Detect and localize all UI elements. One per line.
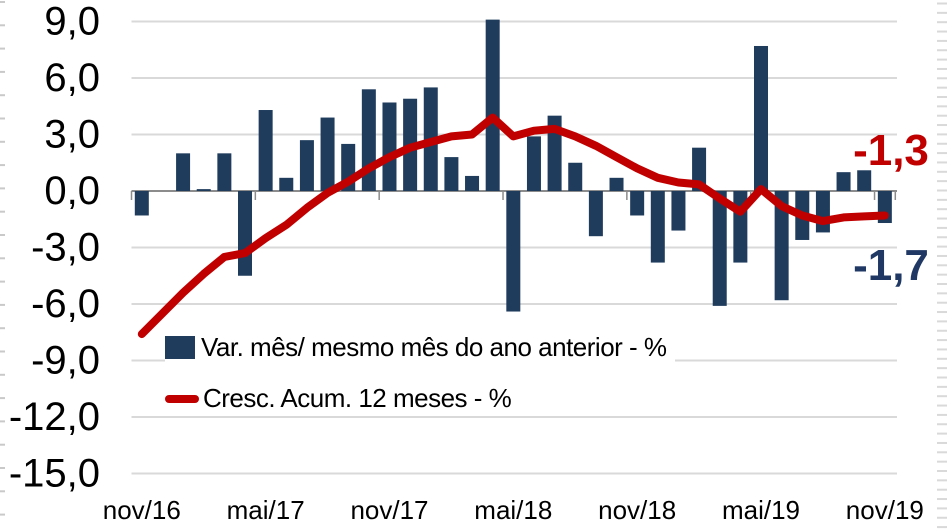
y-axis-label: 6,0	[44, 56, 100, 100]
bar-end-value-label: -1,7	[853, 241, 929, 290]
bar-mar/17	[217, 153, 232, 191]
line-end-value-label: -1,3	[853, 126, 929, 175]
bar-ago/19	[815, 191, 830, 233]
legend-line-label: Cresc. Acum. 12 meses - %	[203, 383, 512, 413]
bar-nov/16	[134, 191, 149, 216]
bar-set/19	[836, 172, 851, 191]
y-axis-label: -12,0	[9, 395, 100, 439]
bar-dez/18	[650, 191, 665, 263]
legend-item-bar-series: Var. mês/ mesmo mês do ano anterior - %	[165, 330, 675, 365]
bar-nov/17	[382, 102, 397, 191]
bar-nov/18	[630, 191, 645, 216]
x-axis-label: mai/19	[722, 495, 800, 525]
bar-fev/18	[444, 157, 459, 191]
bar-jun/18	[526, 136, 541, 191]
bar-mai/19	[754, 45, 768, 191]
cumulative-line	[137, 113, 889, 339]
bar-ago/17	[320, 117, 335, 191]
legend-item-line-series: Cresc. Acum. 12 meses - %	[165, 381, 520, 416]
x-axis-label: mai/18	[474, 495, 552, 525]
y-axis-label: 0,0	[44, 169, 100, 213]
y-axis-label: -9,0	[31, 338, 100, 382]
bar-out/18	[609, 177, 624, 191]
x-axis-label: mai/17	[227, 495, 305, 525]
bar-fev/17	[196, 189, 211, 191]
y-axis-label: 9,0	[44, 0, 100, 44]
bar-set/18	[588, 191, 603, 237]
bar-jan/17	[176, 153, 191, 191]
legend-bar-label: Var. mês/ mesmo mês do ano anterior - %	[201, 332, 667, 362]
bar-mai/18	[506, 191, 521, 312]
y-axis-label: -3,0	[31, 225, 100, 269]
bar-ago/18	[568, 162, 583, 191]
bar-series-swatch-icon	[165, 336, 195, 359]
bar-abr/18	[485, 19, 500, 191]
y-axis-label: -15,0	[9, 451, 100, 495]
bar-abr/17	[238, 191, 252, 276]
bar-out/19	[857, 170, 872, 191]
bar-mar/19	[712, 191, 727, 306]
bar-jun/17	[279, 177, 294, 191]
line-series-swatch-icon	[165, 394, 199, 403]
x-axis-label: nov/16	[103, 495, 181, 525]
bar-mar/18	[465, 175, 480, 191]
bar-jan/19	[671, 191, 686, 231]
bar-jul/17	[299, 140, 314, 191]
chart-legend: Var. mês/ mesmo mês do ano anterior - % …	[165, 330, 675, 416]
bar-jul/18	[547, 115, 562, 191]
y-axis-label: -6,0	[31, 282, 100, 326]
bar-mai/17	[258, 110, 273, 191]
bar-jun/19	[774, 191, 789, 301]
y-axis-label: 3,0	[44, 113, 100, 157]
x-axis-label: nov/18	[598, 495, 676, 525]
x-axis-label: nov/19	[846, 495, 924, 525]
x-axis-label: nov/17	[350, 495, 428, 525]
